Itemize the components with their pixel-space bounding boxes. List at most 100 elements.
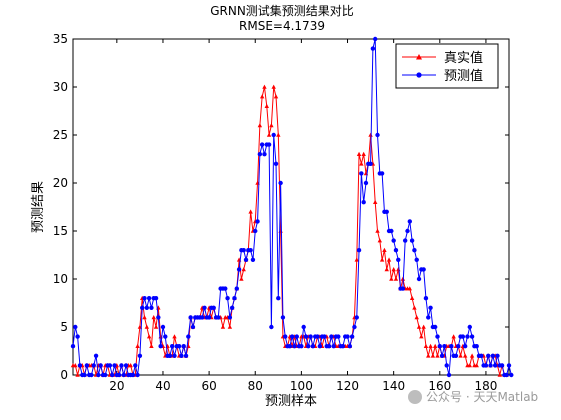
y-tick-label: 35 xyxy=(53,32,68,46)
data-point-true xyxy=(269,123,274,128)
data-point-pred xyxy=(82,372,87,378)
data-point-pred xyxy=(423,296,429,301)
x-axis: 20 40 60 80 100 120 140 160 180 xyxy=(109,39,497,393)
data-point-true xyxy=(419,334,424,339)
data-point-pred xyxy=(479,353,484,358)
data-point-pred xyxy=(437,344,442,349)
data-point-pred xyxy=(103,372,108,378)
data-point-pred xyxy=(467,324,472,330)
data-point-pred xyxy=(370,46,376,51)
y-tick-label: 15 xyxy=(53,224,68,238)
data-point-true xyxy=(435,353,440,358)
data-point-pred xyxy=(123,363,129,368)
data-point-true xyxy=(361,151,366,156)
data-point-pred xyxy=(119,363,124,368)
data-point-pred xyxy=(292,344,297,349)
data-point-true xyxy=(409,295,415,300)
data-point-pred xyxy=(140,305,145,310)
data-point-true xyxy=(144,324,150,329)
data-point-pred xyxy=(112,363,117,368)
data-point-pred xyxy=(250,257,256,262)
data-point-pred xyxy=(389,228,394,234)
data-point-true xyxy=(386,257,392,262)
data-point-pred xyxy=(186,334,191,339)
y-tick-label: 30 xyxy=(53,80,68,94)
x-tick-label: 180 xyxy=(474,379,497,393)
data-point-pred xyxy=(315,334,320,339)
data-point-true xyxy=(264,103,269,108)
data-point-pred xyxy=(149,305,154,310)
data-point-pred xyxy=(483,363,489,368)
data-point-pred xyxy=(368,161,373,166)
legend-label-true: 真实值 xyxy=(444,50,483,66)
data-point-pred xyxy=(301,324,306,330)
data-point-true xyxy=(146,334,152,339)
data-point-true xyxy=(75,372,80,377)
data-point-pred xyxy=(84,363,90,368)
data-point-pred xyxy=(349,334,355,339)
data-point-pred xyxy=(142,296,147,301)
data-point-pred xyxy=(176,344,182,349)
data-point-true xyxy=(375,228,380,233)
data-point-pred xyxy=(170,344,175,349)
chart-subtitle: RMSE=4.1739 xyxy=(239,19,325,33)
data-point-pred xyxy=(345,334,350,339)
data-point-pred xyxy=(133,363,138,368)
data-point-pred xyxy=(73,324,78,330)
legend-label-pred: 预测值 xyxy=(444,68,483,84)
data-point-true xyxy=(451,334,456,339)
data-point-pred xyxy=(116,372,122,378)
data-point-pred xyxy=(241,248,246,253)
data-point-pred xyxy=(340,344,346,349)
y-tick-label: 20 xyxy=(53,176,68,190)
data-point-pred xyxy=(384,209,389,214)
data-point-pred xyxy=(393,248,399,253)
data-point-true xyxy=(257,123,263,128)
plot-area xyxy=(72,38,510,376)
data-point-pred xyxy=(373,36,378,42)
legend-marker-true xyxy=(416,54,422,60)
data-point-pred xyxy=(276,296,281,301)
data-point-true xyxy=(414,315,419,320)
data-point-pred xyxy=(223,286,228,291)
data-point-pred xyxy=(271,132,276,138)
data-point-pred xyxy=(89,372,94,378)
legend-box xyxy=(395,43,499,89)
data-point-true xyxy=(172,334,177,339)
data-point-true xyxy=(458,353,463,358)
data-point-pred xyxy=(75,334,80,339)
data-point-true xyxy=(430,353,436,358)
data-point-true xyxy=(220,324,226,329)
wechat-icon xyxy=(408,389,422,404)
data-point-pred xyxy=(146,296,152,301)
data-point-pred xyxy=(190,324,196,330)
data-point-pred xyxy=(412,248,417,253)
data-point-true xyxy=(271,84,276,89)
data-point-true xyxy=(373,199,378,204)
data-point-pred xyxy=(278,180,283,186)
y-tick-label: 5 xyxy=(60,320,68,334)
x-tick-label: 60 xyxy=(201,379,216,393)
y-tick-label: 25 xyxy=(53,128,68,142)
data-point-pred xyxy=(416,276,422,282)
data-point-pred xyxy=(181,344,186,349)
data-point-true xyxy=(407,286,412,291)
data-point-pred xyxy=(504,372,509,378)
data-point-pred xyxy=(356,248,362,253)
data-point-pred xyxy=(299,344,304,349)
data-point-pred xyxy=(469,334,475,339)
data-point-true xyxy=(384,267,389,272)
data-point-pred xyxy=(70,344,76,349)
data-point-pred xyxy=(110,372,115,378)
data-point-pred xyxy=(453,353,459,358)
data-point-pred xyxy=(391,238,396,243)
data-point-true xyxy=(239,276,244,281)
data-point-pred xyxy=(308,334,313,339)
data-point-true xyxy=(379,257,385,262)
data-point-true xyxy=(142,315,147,320)
data-point-true xyxy=(356,151,362,156)
data-point-pred xyxy=(135,372,140,378)
data-point-pred xyxy=(77,363,83,368)
data-point-pred xyxy=(269,324,274,330)
data-point-pred xyxy=(326,344,332,349)
